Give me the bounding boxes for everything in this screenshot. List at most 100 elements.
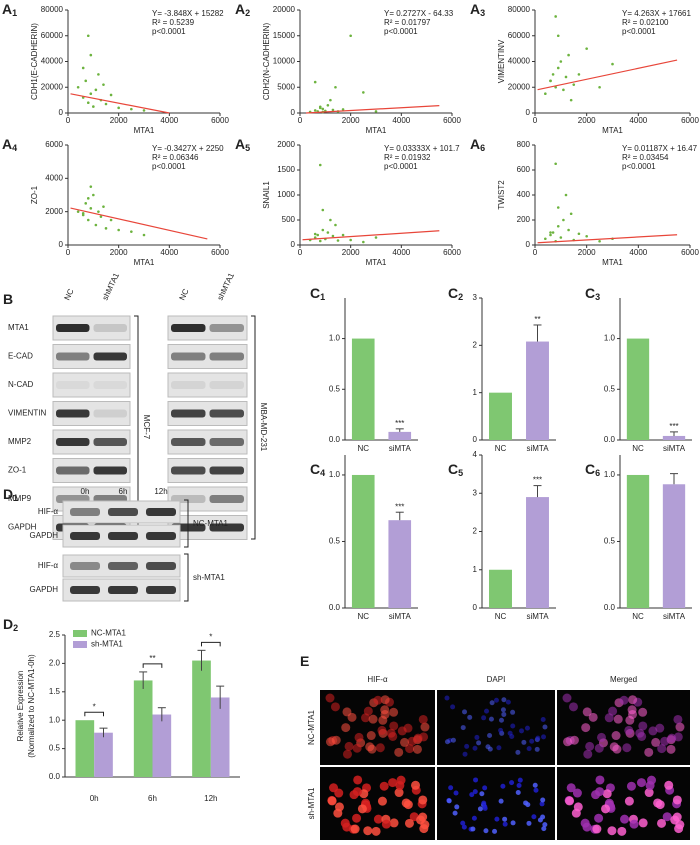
point xyxy=(572,83,576,86)
point xyxy=(313,236,317,239)
bar xyxy=(489,392,512,440)
cell xyxy=(388,778,398,788)
group-label: sh-MTA1 xyxy=(193,573,225,582)
cell xyxy=(596,732,606,742)
cell xyxy=(657,744,667,754)
x-axis-label: MTA1 xyxy=(602,258,623,267)
legend-label: NC-MTA1 xyxy=(91,629,127,638)
fit-stat: p<0.0001 xyxy=(152,162,186,171)
panel-letter: A xyxy=(235,136,245,152)
lane-label: NC xyxy=(63,287,76,301)
y-tick-label: 0 xyxy=(59,108,64,117)
x-tick-label: siMTA xyxy=(389,612,412,621)
point xyxy=(89,53,93,57)
y-tick-label: 0.0 xyxy=(329,603,341,612)
panel-index: 2 xyxy=(458,292,463,302)
cell xyxy=(341,723,351,733)
band xyxy=(56,438,90,446)
point xyxy=(117,228,120,232)
bar xyxy=(351,338,375,440)
fit-stat: p<0.0001 xyxy=(622,27,656,36)
panel-index: 1 xyxy=(13,493,18,503)
band xyxy=(146,562,176,570)
band xyxy=(171,324,206,332)
cell xyxy=(566,783,576,793)
cell xyxy=(534,746,540,752)
y-tick-label: 1 xyxy=(473,388,478,397)
panel-label: C5 xyxy=(448,461,463,479)
significance-bracket xyxy=(142,663,163,668)
point xyxy=(313,232,317,236)
y-tick-label: 4 xyxy=(473,450,478,459)
x-tick-label: 4000 xyxy=(392,248,410,257)
y-tick-label: 1.0 xyxy=(329,334,341,343)
cell xyxy=(462,751,468,757)
point xyxy=(362,240,365,244)
cell xyxy=(675,722,685,732)
point xyxy=(89,185,93,188)
y-tick-label: 2 xyxy=(473,527,478,536)
panel-index: 4 xyxy=(320,468,325,478)
column-label: DAPI xyxy=(487,675,506,684)
x-tick-label: siMTA xyxy=(526,612,549,621)
point xyxy=(334,85,337,89)
y-axis-label: Relative Expression (Normalized to NC-MTA… xyxy=(16,654,36,758)
x-axis-label: MTA1 xyxy=(366,126,387,135)
cell xyxy=(379,781,389,791)
x-tick-label: NC xyxy=(632,444,644,453)
cell xyxy=(450,737,456,743)
point xyxy=(341,108,345,111)
point xyxy=(374,110,378,113)
group-label: NC-MTA1 xyxy=(193,519,229,528)
cell xyxy=(500,783,506,789)
point xyxy=(94,88,98,92)
row-label: HIF-α xyxy=(38,507,59,516)
legend-swatch xyxy=(73,630,87,637)
panel-index: 6 xyxy=(595,468,600,478)
cell xyxy=(628,695,638,705)
panel-letter: C xyxy=(448,285,458,301)
point xyxy=(89,207,93,210)
cell xyxy=(363,706,373,716)
panel-label: C3 xyxy=(585,285,600,303)
cell xyxy=(405,744,415,754)
panel-letter: A xyxy=(2,136,12,152)
cell xyxy=(638,721,648,731)
y-tick-label: 10000 xyxy=(273,57,296,66)
band xyxy=(93,466,127,475)
cell xyxy=(448,785,454,791)
cell xyxy=(329,783,339,793)
fit-line xyxy=(306,105,440,114)
cell xyxy=(477,806,483,812)
point xyxy=(86,218,90,222)
point xyxy=(321,228,325,232)
point xyxy=(331,108,335,112)
cell xyxy=(401,798,411,808)
significance: *** xyxy=(533,476,542,485)
point xyxy=(326,103,330,107)
cell xyxy=(400,737,410,747)
fit-stat: Y= -3.848X + 15282 xyxy=(152,9,224,18)
significance: ** xyxy=(534,315,540,324)
bar xyxy=(489,569,512,608)
significance: ** xyxy=(149,654,155,663)
cell xyxy=(526,820,532,826)
cell xyxy=(340,818,350,828)
cell xyxy=(464,743,470,749)
x-tick-label: 2000 xyxy=(110,248,128,257)
point xyxy=(92,193,95,197)
point xyxy=(92,105,95,108)
panel-label: A4 xyxy=(2,136,17,154)
cell xyxy=(540,797,546,803)
point xyxy=(142,233,146,237)
cell xyxy=(651,737,661,747)
panel-label: B xyxy=(3,291,13,307)
panel-index: 5 xyxy=(245,143,250,153)
x-tick-label: 0 xyxy=(533,116,538,125)
band xyxy=(209,495,244,503)
y-tick-label: 2.0 xyxy=(49,659,61,668)
cell xyxy=(662,812,672,822)
x-tick-label: 6000 xyxy=(211,116,229,125)
y-tick-label: 60000 xyxy=(508,31,531,40)
cell xyxy=(510,709,516,715)
